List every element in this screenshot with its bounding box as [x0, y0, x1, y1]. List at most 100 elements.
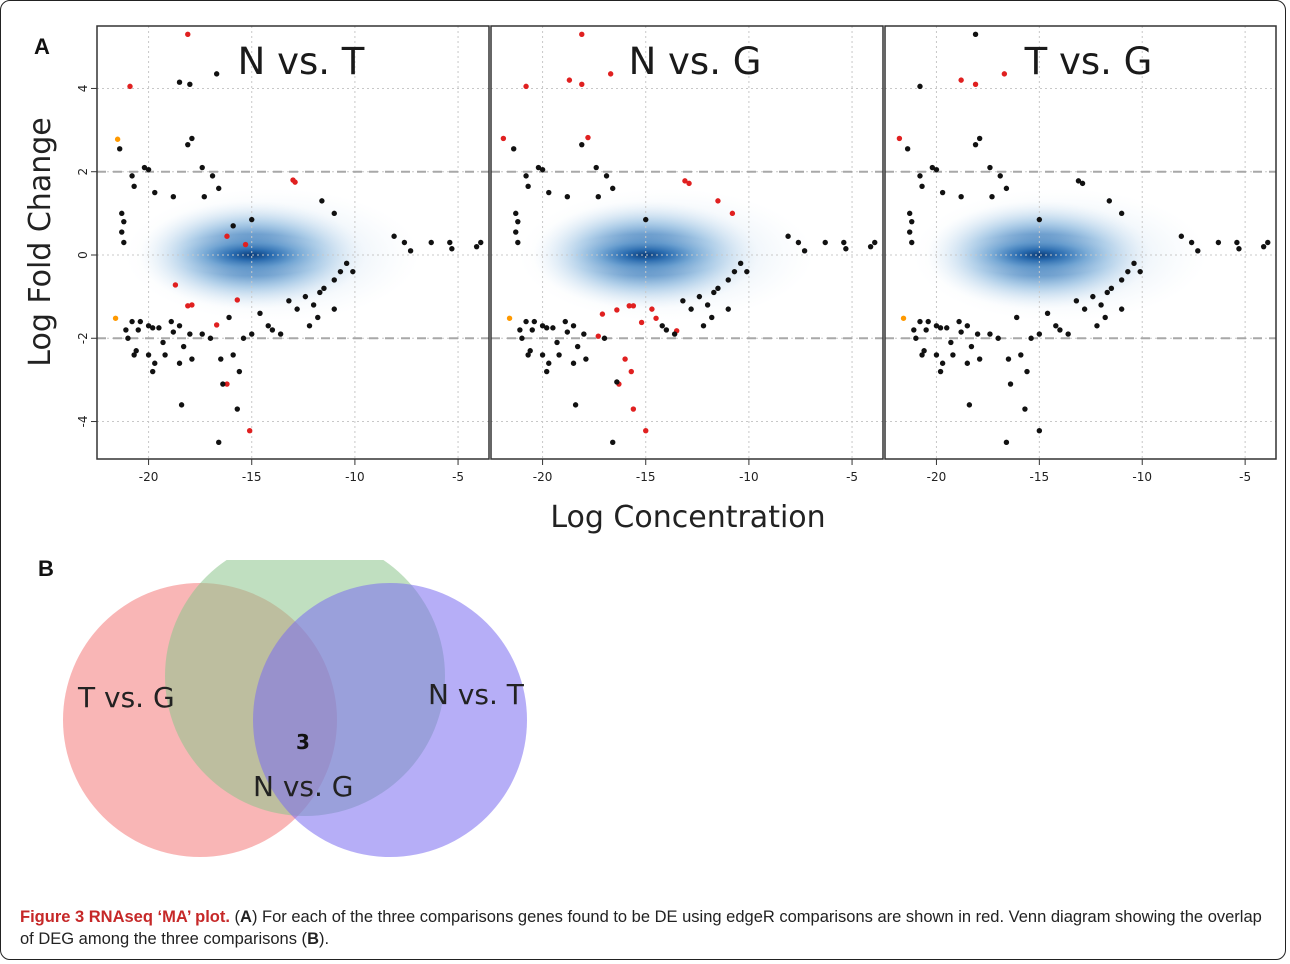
data-point [1195, 248, 1201, 254]
panel-title: T vs. G [1024, 40, 1153, 83]
data-point [265, 323, 271, 329]
data-point [515, 239, 521, 246]
data-point [131, 183, 137, 189]
data-point [218, 356, 224, 362]
data-point [523, 173, 529, 179]
data-point [1102, 314, 1108, 321]
data-point [1036, 427, 1043, 434]
data-point [201, 194, 207, 200]
data-point [1081, 306, 1088, 312]
venn-label-n-vs-t: N vs. T [428, 678, 525, 711]
data-point [137, 318, 144, 325]
data-point [643, 427, 649, 434]
data-point [725, 306, 731, 312]
data-point [1044, 310, 1051, 316]
data-point [964, 323, 971, 329]
data-point [663, 327, 670, 333]
data-point [213, 322, 220, 328]
data-point [152, 360, 158, 366]
data-point [700, 323, 707, 329]
data-point [185, 141, 191, 148]
x-tick-label: -20 [139, 470, 159, 484]
data-point [671, 331, 678, 337]
caption-ref-a: A [240, 908, 252, 926]
data-point [564, 194, 571, 200]
data-point [510, 146, 517, 152]
data-point [331, 277, 337, 283]
data-point [566, 77, 573, 83]
data-point [570, 360, 577, 366]
data-point [213, 71, 220, 77]
data-point [234, 297, 240, 303]
data-point [731, 268, 738, 275]
data-point [1188, 239, 1195, 246]
data-point [544, 368, 550, 375]
data-point [500, 135, 507, 142]
data-point [933, 323, 940, 329]
data-point [729, 210, 736, 217]
data-point [234, 406, 240, 412]
data-point [554, 339, 560, 346]
data-point [785, 233, 791, 239]
data-point [581, 331, 587, 337]
y-tick-label: 2 [76, 168, 90, 176]
data-point [176, 79, 183, 85]
data-point [593, 164, 599, 171]
data-point [515, 218, 521, 225]
data-point [145, 352, 152, 358]
data-point [230, 223, 236, 229]
data-point [1090, 293, 1096, 300]
panel-a-label: A [34, 34, 50, 59]
data-point [517, 327, 523, 333]
data-point [585, 134, 591, 141]
data-point [539, 352, 546, 358]
data-point [725, 277, 731, 283]
data-point [995, 335, 1001, 341]
data-point [933, 166, 940, 173]
data-point [170, 194, 177, 200]
x-tick-label: -10 [1132, 470, 1152, 484]
data-point [1005, 356, 1012, 362]
data-point [570, 323, 577, 329]
data-point [294, 306, 300, 312]
data-point [525, 352, 531, 358]
data-point [972, 81, 979, 87]
data-point [1260, 243, 1267, 250]
data-point [119, 229, 125, 235]
data-point [121, 218, 127, 225]
data-point [156, 325, 162, 331]
data-point [162, 352, 168, 358]
data-point [630, 303, 637, 309]
data-point [129, 173, 135, 179]
data-point [610, 185, 616, 192]
data-point [114, 136, 121, 142]
data-point [601, 335, 608, 341]
data-point [579, 31, 585, 38]
data-point [628, 368, 634, 375]
data-point [843, 246, 849, 252]
data-point [1118, 277, 1125, 283]
data-point [127, 83, 133, 90]
data-point [1079, 180, 1086, 187]
data-point [1014, 314, 1020, 321]
data-point [1125, 268, 1131, 275]
data-point [343, 260, 350, 267]
figure-caption: Figure 3 RNAseq ‘MA’ plot. (A) For each … [20, 906, 1270, 950]
data-point [224, 233, 230, 239]
data-point [185, 31, 191, 38]
data-point [906, 210, 913, 217]
data-point [1118, 306, 1125, 312]
data-point [1007, 381, 1014, 387]
data-point [306, 323, 313, 329]
data-point [337, 268, 344, 275]
data-point [939, 360, 946, 366]
data-point [1073, 298, 1080, 304]
data-point [917, 173, 923, 179]
x-tick-label: -15 [1030, 470, 1050, 484]
data-point [715, 285, 721, 291]
data-point [207, 335, 214, 341]
data-point [121, 239, 127, 246]
data-point [513, 229, 519, 235]
